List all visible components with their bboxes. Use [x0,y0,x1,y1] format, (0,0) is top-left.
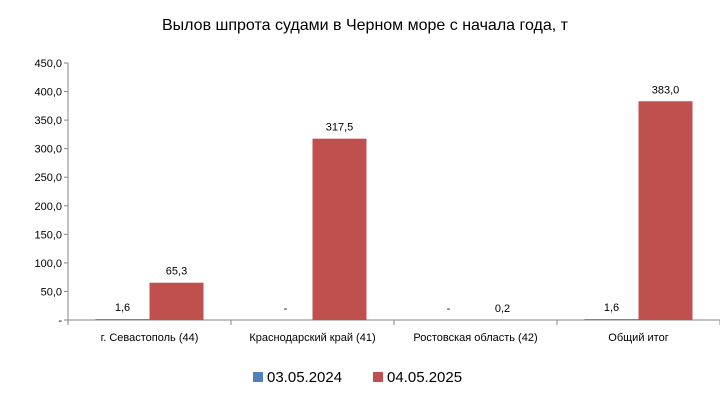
bar [149,282,204,320]
chart-title: Вылов шпрота судами в Черном море с нача… [162,17,569,34]
y-tick-label: 350,0 [34,115,62,127]
y-tick-label: 250,0 [34,172,62,184]
data-label: - [284,303,288,315]
category-label: г. Севастополь (44) [101,332,199,344]
axes: - 50,0 100,0 150,0 200,0 250,0 300,0 350,0 400,0… [34,58,720,344]
bar [312,138,367,320]
data-label: - [447,303,451,315]
y-tick-label: 450,0 [34,58,62,70]
data-label: 0,2 [495,303,510,315]
legend-label: 03.05.2024 [267,369,342,386]
data-label: 383,0 [652,84,680,96]
legend: 03.05.2024 04.05.2025 [253,369,462,386]
y-tick-label: 400,0 [34,87,62,99]
data-labels: 1,6 65,3 - 317,5 - 0,2 1,6 383,0 [115,84,679,315]
legend-label: 04.05.2025 [387,369,462,386]
legend-swatch [373,372,383,382]
y-tick-label: 150,0 [34,229,62,241]
data-label: 317,5 [326,122,354,134]
y-tick-label: 50,0 [41,286,62,298]
bar [95,319,150,320]
y-tick-label: 300,0 [34,144,62,156]
y-tick-label: 100,0 [34,258,62,270]
data-label: 1,6 [604,302,619,314]
data-label: 1,6 [115,302,130,314]
y-tick-label: 200,0 [34,201,62,213]
category-label: Краснодарский край (41) [249,332,375,344]
bars [95,101,693,321]
category-label: Ростовская область (42) [413,332,537,344]
data-label: 65,3 [166,266,187,278]
legend-swatch [253,372,263,382]
category-label: Общий итог [608,332,668,344]
y-tick-label: - [58,315,62,327]
bar [638,101,693,321]
bar [584,319,639,320]
